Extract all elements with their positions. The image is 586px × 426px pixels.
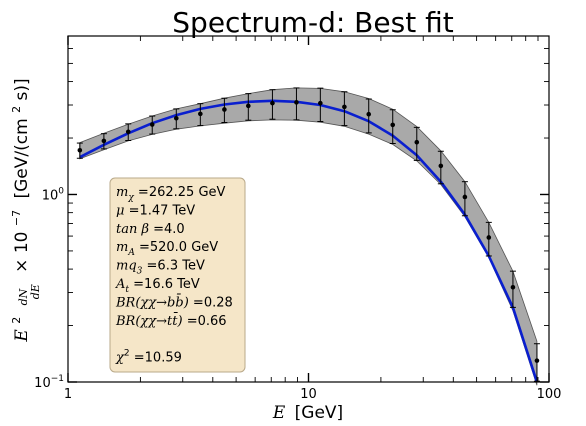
data-point — [390, 122, 396, 128]
legend-line: χ2 =10.59 — [115, 349, 182, 366]
svg-text:E 2 dN dE: E 2 dN dE × 10 −7 [GeV/(cm 2 s)] — [5, 78, 44, 342]
data-point — [318, 100, 323, 106]
data-points-layer — [76, 87, 540, 382]
legend-line: mχ =262.25 GeV — [116, 185, 226, 203]
data-point — [414, 139, 420, 145]
data-point — [101, 138, 107, 144]
data-point — [173, 115, 179, 121]
legend-line: mq3 =6.3 TeV — [116, 259, 205, 277]
data-point — [534, 358, 540, 363]
data-point — [342, 104, 347, 110]
y-tick-label: 10−1 — [34, 374, 64, 391]
data-point — [438, 163, 444, 169]
data-point — [77, 148, 83, 153]
legend-line: At =16.6 TeV — [115, 277, 200, 295]
data-point — [125, 129, 131, 135]
x-tick-label: 100 — [537, 387, 562, 402]
data-point — [510, 284, 516, 290]
data-point — [486, 235, 492, 240]
data-point — [366, 111, 372, 117]
axis-ticks: 1 10 100 10−1 100 — [34, 35, 562, 402]
x-axis-label: E [GeV] — [272, 403, 343, 423]
data-point — [222, 107, 227, 112]
x-tick-label: 1 — [64, 387, 72, 402]
y-tick-label: 100 — [42, 186, 65, 203]
legend-line: μ =1.47 TeV — [116, 203, 195, 218]
data-point — [198, 111, 203, 117]
x-tick-label: 10 — [300, 387, 317, 402]
best-fit-line-layer — [79, 99, 539, 383]
y-axis-label: E 2 dN dE × 10 −7 [GeV/(cm 2 s)] — [5, 78, 44, 342]
data-point — [294, 100, 299, 105]
legend-line: tan β =4.0 — [116, 222, 185, 237]
data-point — [270, 100, 275, 106]
legend-background — [109, 177, 246, 373]
data-point — [462, 194, 468, 200]
best-fit-line — [79, 99, 539, 383]
data-point — [246, 103, 251, 109]
data-point — [149, 122, 155, 127]
legend-line: mA =520.0 GeV — [116, 240, 218, 258]
chart-title: Spectrum-d: Best fit — [172, 6, 453, 39]
legend-line: BR(χχ→tt̄) =0.66 — [115, 312, 227, 329]
legend-line: BR(χχ→bb̄) =0.28 — [115, 294, 233, 311]
